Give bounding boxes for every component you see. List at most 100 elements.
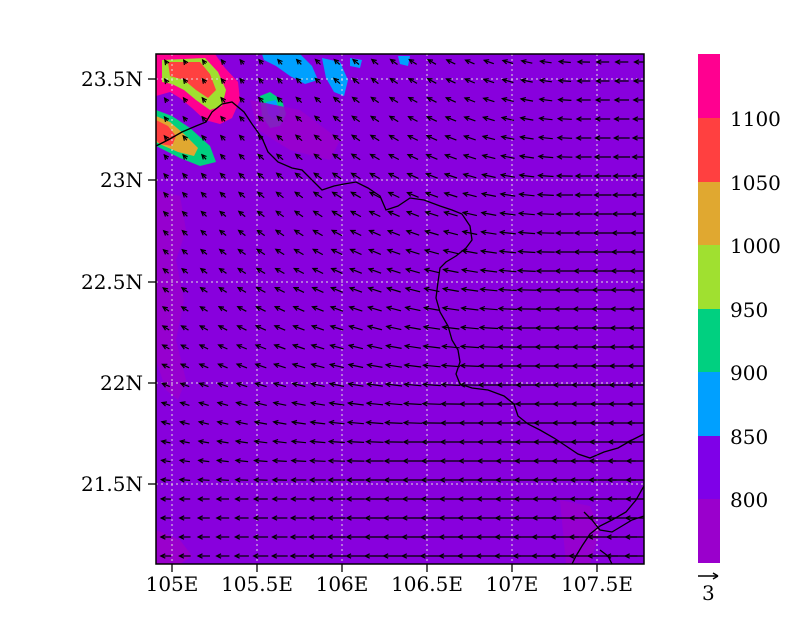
wind-vector-head — [234, 439, 242, 445]
wind-vector-head — [462, 153, 469, 160]
wind-vector-head — [253, 400, 261, 407]
wind-vector — [236, 382, 248, 388]
wind-vector-head — [513, 477, 520, 483]
wind-vector-head — [366, 305, 374, 311]
wind-vector — [294, 191, 304, 199]
wind-vector — [462, 211, 478, 217]
wind-vector-head — [256, 172, 263, 179]
wind-vector — [442, 326, 460, 330]
wind-vector-head — [628, 287, 635, 293]
wind-vector-head — [499, 191, 506, 198]
wind-vector-head — [198, 363, 205, 369]
wind-vector-head — [612, 173, 619, 179]
wind-vector — [273, 421, 287, 425]
wind-vector-head — [517, 230, 524, 236]
wind-vector-head — [624, 496, 632, 502]
wind-vector-head — [554, 287, 561, 293]
wind-vector — [236, 421, 248, 425]
wind-vector — [331, 229, 343, 237]
wind-vector — [518, 231, 536, 235]
wind-vector-head — [289, 515, 296, 521]
wind-vector-head — [456, 534, 464, 540]
wind-vector — [273, 460, 287, 462]
wind-vector-head — [442, 229, 450, 235]
wind-vector — [519, 193, 535, 197]
wind-vector-head — [550, 496, 557, 502]
wind-vector — [237, 267, 247, 275]
wind-vector — [312, 306, 324, 312]
wind-vector — [352, 96, 360, 104]
wind-vector-head — [346, 400, 354, 407]
wind-vector — [293, 267, 305, 275]
wind-vector-head — [425, 135, 432, 140]
wind-vector — [427, 97, 437, 103]
wind-vector-head — [387, 191, 394, 197]
wind-vector-head — [592, 211, 599, 217]
wind-vector-head — [294, 153, 301, 160]
wind-vector-head — [495, 420, 502, 426]
wind-vector-head — [426, 59, 434, 65]
wind-vector-head — [477, 401, 484, 407]
colorbar-swatch — [698, 54, 720, 118]
wind-vector-head — [351, 115, 358, 121]
wind-vector-head — [533, 420, 540, 426]
wind-vector-head — [573, 249, 580, 255]
wind-vector-head — [401, 496, 408, 502]
wind-vector-head — [292, 287, 299, 292]
wind-vector — [502, 59, 514, 65]
wind-vector-head — [608, 382, 615, 388]
wind-vector-head — [515, 363, 522, 369]
wind-vector-head — [611, 192, 618, 198]
wind-vector-head — [405, 248, 412, 254]
wind-vector-head — [595, 78, 602, 84]
wind-vector — [218, 306, 228, 312]
wind-vector-head — [420, 458, 427, 464]
wind-vector-head — [576, 78, 583, 84]
wind-vector-head — [594, 135, 601, 141]
wind-vector-head — [534, 344, 541, 350]
wind-vector-head — [313, 115, 320, 122]
wind-vector-head — [479, 267, 486, 274]
wind-vector-head — [329, 324, 336, 330]
wind-vector-head — [159, 477, 167, 483]
wind-vector-head — [495, 458, 502, 464]
wind-vector-head — [405, 229, 412, 235]
wind-vector — [422, 403, 442, 405]
wind-vector-head — [532, 477, 539, 483]
wind-vector-head — [519, 97, 527, 103]
wind-vector-head — [220, 96, 226, 103]
wind-vector — [275, 248, 285, 256]
wind-vector — [331, 268, 343, 274]
wind-vector — [483, 97, 495, 103]
wind-vector-head — [475, 515, 482, 521]
wind-vector — [368, 306, 382, 312]
wind-vector-head — [326, 534, 333, 540]
wind-vector-head — [313, 172, 320, 178]
wind-vector-head — [612, 154, 619, 160]
wind-vectors — [159, 58, 644, 559]
wind-vector-head — [326, 553, 333, 559]
wind-vector-head — [439, 477, 446, 483]
wind-vector-head — [327, 515, 334, 521]
wind-vector-head — [161, 363, 168, 369]
wind-vector-head — [588, 458, 595, 464]
wind-vector-head — [236, 286, 243, 293]
wind-vector-head — [350, 153, 357, 159]
wind-vector — [464, 135, 476, 141]
wind-vector-head — [481, 153, 488, 160]
wind-vector-head — [197, 496, 204, 502]
wind-vector — [256, 267, 266, 275]
wind-vector-head — [163, 172, 169, 179]
wind-vector-head — [595, 59, 602, 65]
wind-vector — [385, 422, 403, 424]
wind-vector-head — [406, 154, 413, 159]
wind-vector-head — [572, 306, 579, 312]
contour-patch — [262, 54, 318, 84]
wind-vector-head — [238, 153, 245, 160]
wind-vector-head — [463, 97, 470, 103]
wind-vector-head — [182, 134, 188, 141]
wind-vector-head — [159, 496, 166, 502]
wind-vector-head — [633, 59, 640, 65]
wind-vector — [310, 460, 326, 462]
contour-patch — [398, 56, 410, 66]
